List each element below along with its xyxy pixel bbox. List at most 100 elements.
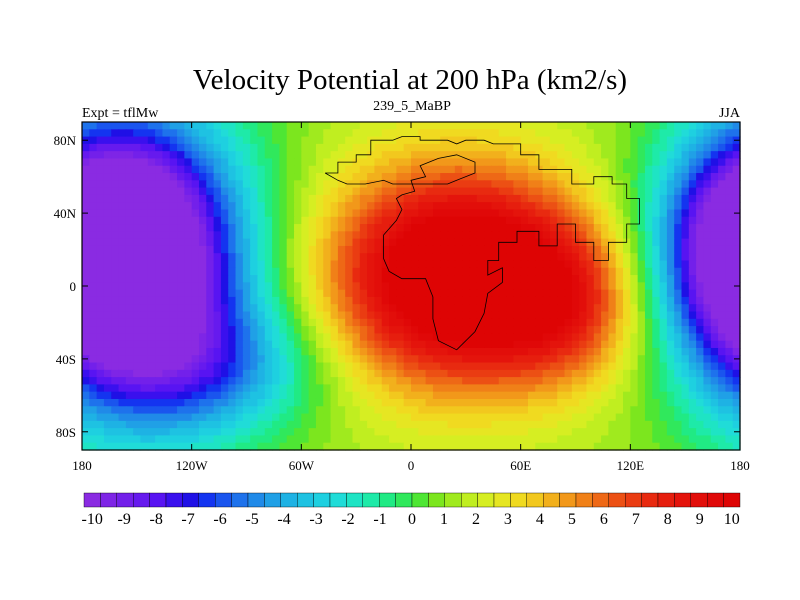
field-cell (286, 369, 295, 378)
field-cell (491, 420, 500, 429)
field-cell (432, 224, 441, 232)
field-cell (125, 398, 134, 407)
field-cell (118, 224, 127, 232)
field-cell (140, 362, 149, 371)
field-cell (359, 347, 368, 356)
field-cell (593, 369, 602, 378)
field-cell (257, 442, 266, 451)
y-tick-label: 40S (56, 352, 76, 367)
field-cell (506, 355, 514, 364)
colorbar-swatch (100, 492, 118, 508)
field-cell (272, 151, 280, 160)
field-cell (666, 238, 675, 247)
field-cell (345, 347, 354, 356)
field-cell (644, 377, 653, 385)
field-cell (579, 326, 588, 334)
field-cell (513, 362, 522, 371)
field-cell (579, 224, 588, 232)
field-cell (637, 180, 646, 189)
field-cell (235, 304, 244, 313)
field-cell (374, 260, 383, 269)
field-cell (601, 391, 609, 400)
field-cell (308, 165, 317, 174)
field-cell (425, 158, 434, 167)
field-cell (125, 362, 134, 371)
field-cell (389, 435, 397, 444)
field-cell (213, 384, 222, 393)
field-cell (206, 355, 215, 364)
field-cell (228, 136, 237, 145)
field-cell (279, 253, 288, 262)
field-cell (250, 129, 259, 138)
field-cell (688, 129, 697, 138)
field-cell (286, 136, 295, 145)
field-cell (571, 143, 580, 152)
field-cell (703, 209, 712, 218)
field-cell (644, 180, 653, 189)
field-cell (286, 406, 295, 415)
field-cell (82, 420, 90, 429)
field-cell (264, 435, 273, 444)
field-cell (177, 296, 185, 305)
field-cell (228, 253, 237, 262)
field-cell (732, 253, 741, 262)
field-cell (725, 398, 734, 407)
field-cell (732, 369, 741, 378)
field-cell (703, 136, 712, 145)
field-cell (323, 253, 332, 262)
field-cell (389, 428, 397, 437)
field-cell (732, 347, 741, 356)
field-cell (337, 442, 346, 451)
field-cell (454, 122, 463, 130)
field-cell (571, 435, 580, 444)
field-cell (345, 267, 354, 276)
field-cell (367, 333, 376, 342)
field-cell (198, 194, 207, 203)
field-cell (257, 413, 266, 422)
field-cell (381, 187, 390, 196)
field-cell (549, 435, 558, 444)
field-cell (352, 384, 361, 393)
field-cell (315, 253, 324, 262)
field-cell (403, 187, 412, 196)
field-cell (323, 143, 332, 152)
field-cell (367, 318, 376, 327)
field-cell (96, 253, 105, 262)
field-cell (345, 136, 354, 145)
field-cell (571, 267, 580, 276)
field-cell (681, 413, 690, 422)
field-cell (367, 245, 376, 254)
field-cell (177, 369, 185, 378)
field-cell (82, 158, 90, 167)
field-cell (623, 435, 631, 444)
field-cell (301, 369, 310, 378)
field-cell (403, 253, 412, 262)
field-cell (140, 369, 149, 378)
field-cell (235, 318, 244, 327)
field-cell (703, 194, 712, 203)
field-cell (323, 231, 332, 240)
field-cell (367, 435, 376, 444)
field-cell (125, 333, 134, 342)
field-cell (374, 275, 383, 283)
field-cell (220, 377, 229, 385)
field-cell (264, 326, 273, 334)
field-cell (89, 238, 98, 247)
field-cell (396, 231, 405, 240)
field-cell (469, 129, 478, 138)
field-cell (593, 136, 602, 145)
field-cell (96, 289, 105, 298)
field-cell (228, 428, 237, 437)
field-cell (264, 275, 273, 283)
field-cell (615, 391, 624, 400)
field-cell (718, 231, 726, 240)
field-cell (140, 194, 149, 203)
field-cell (476, 216, 485, 225)
field-cell (623, 245, 631, 254)
field-cell (425, 377, 434, 385)
field-cell (140, 406, 149, 415)
field-cell (674, 129, 683, 138)
field-cell (82, 326, 90, 334)
field-cell (206, 326, 215, 334)
field-cell (579, 187, 588, 196)
